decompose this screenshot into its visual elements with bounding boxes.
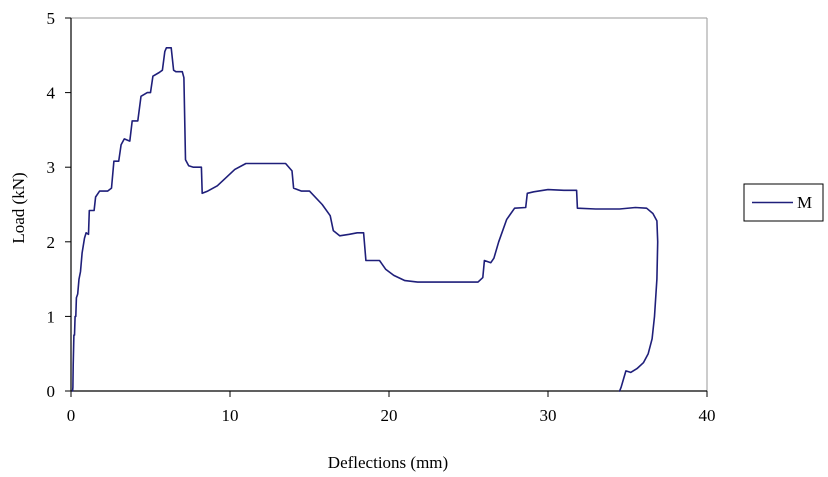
series-line-M (71, 47, 659, 392)
y-tick-label: 4 (47, 84, 56, 103)
x-axis-ticks: 0 10 20 30 40 (67, 391, 716, 425)
y-axis-ticks: 0 1 2 3 4 5 (47, 9, 71, 401)
x-tick-label: 40 (699, 406, 716, 425)
y-tick-label: 2 (47, 233, 56, 252)
y-tick-label: 1 (47, 307, 56, 326)
plot-area (70, 17, 708, 392)
x-tick-label: 30 (540, 406, 557, 425)
x-tick-label: 20 (381, 406, 398, 425)
x-axis-title: Deflections (mm) (328, 453, 448, 472)
x-tick-label: 0 (67, 406, 76, 425)
y-tick-label: 5 (47, 9, 56, 28)
legend: M (743, 183, 824, 222)
series-layer (71, 47, 659, 392)
y-tick-label: 3 (47, 158, 56, 177)
y-axis-title: Load (kN) (9, 172, 28, 243)
x-tick-label: 10 (222, 406, 239, 425)
y-tick-label: 0 (47, 382, 56, 401)
legend-label: M (797, 193, 812, 212)
